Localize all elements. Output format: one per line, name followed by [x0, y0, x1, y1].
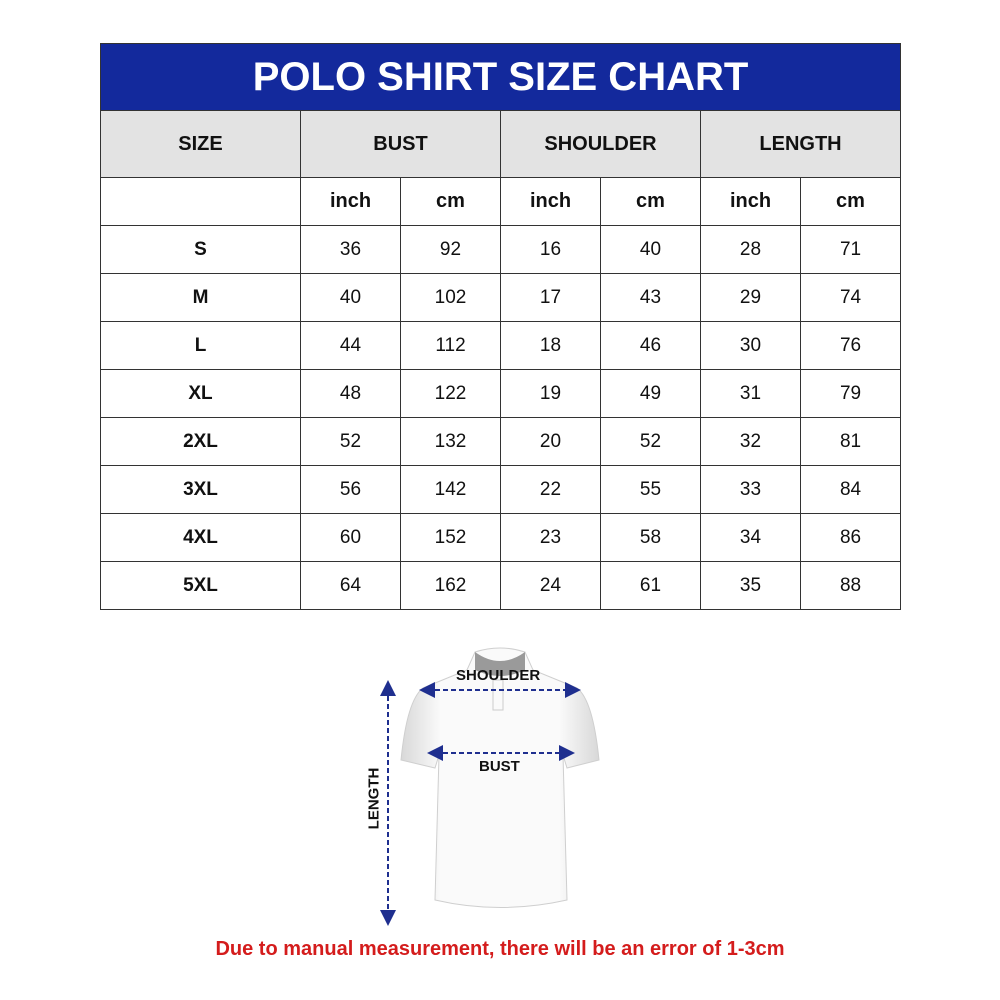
- size-cell: L: [100, 321, 301, 370]
- table-row: 4XL 60 152 23 58 34 86: [100, 513, 902, 562]
- value-cell: 55: [600, 465, 701, 514]
- value-cell: 52: [600, 417, 701, 466]
- value-cell: 61: [600, 561, 701, 610]
- measurement-note: Due to manual measurement, there will be…: [215, 938, 785, 960]
- length-label: LENGTH: [365, 767, 383, 830]
- header-shoulder: SHOULDER: [500, 110, 701, 178]
- value-cell: 86: [799, 513, 902, 562]
- unit-blank: [100, 177, 301, 226]
- value-cell: 40: [300, 273, 401, 322]
- value-cell: 132: [400, 417, 501, 466]
- header-length: LENGTH: [699, 110, 902, 178]
- unit-inch: inch: [300, 177, 401, 226]
- size-chart-table: POLO SHIRT SIZE CHART SIZE BUST SHOULDER…: [99, 43, 902, 610]
- value-cell: 122: [400, 369, 501, 418]
- value-cell: 17: [500, 273, 601, 322]
- value-cell: 58: [600, 513, 701, 562]
- value-cell: 23: [500, 513, 601, 562]
- value-cell: 74: [799, 273, 902, 322]
- value-cell: 34: [700, 513, 801, 562]
- value-cell: 28: [700, 225, 801, 274]
- value-cell: 71: [799, 225, 902, 274]
- value-cell: 33: [700, 465, 801, 514]
- value-cell: 35: [700, 561, 801, 610]
- value-cell: 60: [300, 513, 401, 562]
- value-cell: 16: [500, 225, 601, 274]
- value-cell: 24: [500, 561, 601, 610]
- shirt-measurement-figure: SHOULDER BUST LENGTH: [355, 640, 635, 930]
- size-cell: 2XL: [100, 417, 301, 466]
- value-cell: 40: [600, 225, 701, 274]
- size-cell: 3XL: [100, 465, 301, 514]
- value-cell: 43: [600, 273, 701, 322]
- unit-cm: cm: [600, 177, 701, 226]
- value-cell: 20: [500, 417, 601, 466]
- value-cell: 18: [500, 321, 601, 370]
- table-row: L 44 112 18 46 30 76: [100, 321, 902, 370]
- bust-label: BUST: [479, 758, 520, 775]
- value-cell: 36: [300, 225, 401, 274]
- size-cell: 4XL: [100, 513, 301, 562]
- table-row: 3XL 56 142 22 55 33 84: [100, 465, 902, 514]
- value-cell: 30: [700, 321, 801, 370]
- value-cell: 49: [600, 369, 701, 418]
- value-cell: 102: [400, 273, 501, 322]
- value-cell: 81: [799, 417, 902, 466]
- value-cell: 46: [600, 321, 701, 370]
- value-cell: 84: [799, 465, 902, 514]
- value-cell: 19: [500, 369, 601, 418]
- table-row: XL 48 122 19 49 31 79: [100, 369, 902, 418]
- size-cell: M: [100, 273, 301, 322]
- value-cell: 88: [799, 561, 902, 610]
- value-cell: 92: [400, 225, 501, 274]
- value-cell: 112: [400, 321, 501, 370]
- value-cell: 142: [400, 465, 501, 514]
- value-cell: 52: [300, 417, 401, 466]
- unit-inch: inch: [500, 177, 601, 226]
- value-cell: 152: [400, 513, 501, 562]
- chart-title: POLO SHIRT SIZE CHART: [99, 43, 902, 111]
- header-bust: BUST: [300, 110, 501, 178]
- value-cell: 162: [400, 561, 501, 610]
- unit-cm: cm: [799, 177, 902, 226]
- unit-inch: inch: [700, 177, 801, 226]
- value-cell: 32: [700, 417, 801, 466]
- value-cell: 79: [799, 369, 902, 418]
- table-row: 2XL 52 132 20 52 32 81: [100, 417, 902, 466]
- table-row: 5XL 64 162 24 61 35 88: [100, 561, 902, 610]
- size-cell: S: [100, 225, 301, 274]
- value-cell: 44: [300, 321, 401, 370]
- header-size: SIZE: [100, 110, 301, 178]
- value-cell: 22: [500, 465, 601, 514]
- unit-cm: cm: [400, 177, 501, 226]
- value-cell: 29: [700, 273, 801, 322]
- table-row: M 40 102 17 43 29 74: [100, 273, 902, 322]
- table-row: S 36 92 16 40 28 71: [100, 225, 902, 274]
- size-cell: XL: [100, 369, 301, 418]
- value-cell: 31: [700, 369, 801, 418]
- value-cell: 56: [300, 465, 401, 514]
- shoulder-label: SHOULDER: [456, 667, 541, 684]
- value-cell: 76: [799, 321, 902, 370]
- size-cell: 5XL: [100, 561, 301, 610]
- value-cell: 48: [300, 369, 401, 418]
- polo-shirt-icon: [380, 647, 600, 926]
- value-cell: 64: [300, 561, 401, 610]
